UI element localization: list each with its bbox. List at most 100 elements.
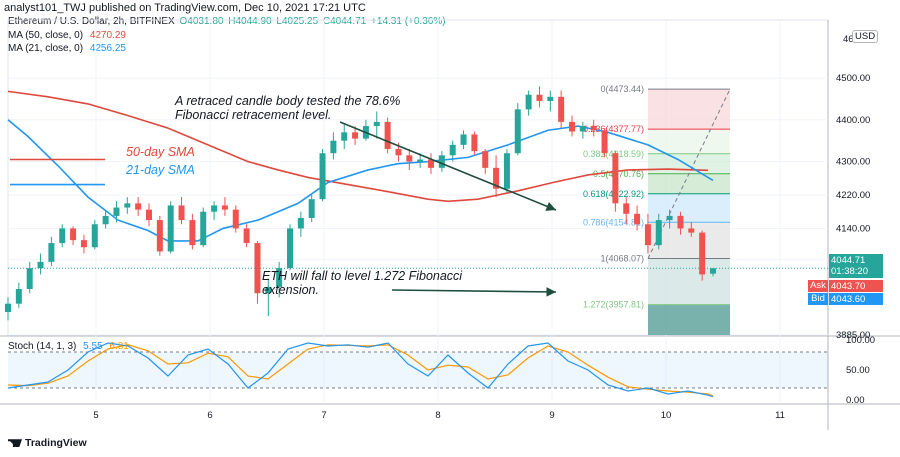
bid-label: Bid (808, 293, 828, 305)
stoch-label: Stoch (14, 1, 3) (8, 341, 77, 352)
candle-body (395, 149, 402, 156)
candle-body (417, 159, 424, 162)
ma50-legend[interactable]: MA (50, close, 0) 4270.29 (8, 30, 126, 41)
y-tick-label: 3885.00 (836, 330, 870, 341)
fib-zone (648, 173, 730, 194)
candle-body (265, 286, 272, 294)
ohlc-high: H4044.90 (228, 16, 272, 27)
ma21-label: MA (21, close, 0) (8, 43, 84, 54)
y-tick-label: 4220.00 (836, 190, 870, 201)
candle-body (135, 203, 142, 210)
candle-body (276, 268, 283, 287)
fib-level-label: 0.236(4377.77) (583, 124, 644, 134)
candle-body (514, 109, 521, 154)
candle-body (254, 243, 261, 294)
symbol-legend: Ethereum / U.S. Dollar, 2h, BITFINEX O40… (8, 16, 446, 27)
candle-body (91, 224, 98, 248)
candle-body (330, 140, 337, 154)
candle-body (26, 268, 33, 290)
candle-body (493, 167, 500, 189)
candle-body (319, 153, 326, 200)
candle-body (699, 232, 706, 275)
candle-body (482, 151, 489, 168)
candle-body (5, 303, 11, 313)
candle-body (644, 224, 651, 246)
candle-body (579, 126, 586, 132)
candle-body (384, 121, 391, 150)
candle-body (428, 159, 434, 168)
fib-zone-extension (648, 304, 730, 335)
candle-body (655, 220, 662, 246)
bar-countdown: 01:38:20 (831, 266, 868, 277)
candle-body (146, 209, 152, 221)
symbol-name: Ethereum / U.S. Dollar, 2h, BITFINEX (8, 16, 175, 27)
y-tick-label: 4140.00 (836, 223, 870, 234)
candle-body (287, 228, 293, 269)
candle-body (547, 96, 554, 101)
ma50-label: MA (50, close, 0) (8, 30, 84, 41)
publisher-header: analyst101_TWJ published on TradingView.… (4, 2, 366, 14)
annotation-extension: ETH will fall to level 1.272 Fibonacci e… (262, 269, 462, 297)
candle-body (221, 205, 228, 210)
y-tick-label: 4300.00 (836, 157, 870, 168)
candle-body (243, 228, 250, 244)
ma21-legend[interactable]: MA (21, close, 0) 4256.25 (8, 43, 126, 54)
candle-body (178, 205, 185, 221)
annotation-retracement: A retraced candle body tested the 78.6% … (175, 94, 400, 122)
stoch-tick-label: 100.00 (846, 335, 875, 346)
label-21-day-sma: 21-day SMA (126, 163, 195, 177)
label-50-day-sma: 50-day SMA (126, 145, 195, 159)
candle-body (373, 121, 380, 127)
ohlc-change: +14.31 (+0.36%) (371, 16, 446, 27)
stoch-legend[interactable]: Stoch (14, 1, 3) 5.55 6.81 (8, 341, 129, 352)
candle-body (70, 228, 77, 241)
candle-body (623, 203, 630, 214)
candle-body (503, 153, 510, 189)
x-tick-label: 9 (549, 410, 554, 421)
candle-body (37, 261, 44, 269)
candle-body (406, 155, 413, 162)
candle-body (558, 96, 565, 122)
candle-body (102, 215, 109, 225)
bid-price-tag: 4043.60 (829, 293, 883, 305)
candle-body (710, 268, 716, 274)
tradingview-logo-icon (8, 439, 22, 448)
candle-body (688, 228, 695, 233)
annotation-retracement-line1: A retraced candle body tested the 78.6% (175, 94, 401, 108)
candle-body (341, 132, 348, 141)
stoch-tick-label: 50.00 (846, 365, 870, 376)
tradingview-logo-text: TradingView (25, 437, 87, 449)
stoch-k-line (7, 342, 714, 398)
tradingview-logo[interactable]: TradingView (8, 437, 87, 449)
candle-body (569, 121, 575, 132)
candle-body (48, 243, 55, 262)
candle-body (352, 132, 359, 139)
stoch-d-line (7, 344, 714, 397)
ohlc-close: C4044.71 (322, 16, 367, 27)
stoch-k-value: 5.55 (83, 341, 103, 352)
x-tick-label: 6 (207, 410, 212, 421)
candle-body (612, 153, 619, 204)
candle-body (634, 213, 641, 225)
fib-level-label: 0.5(4270.76) (593, 169, 644, 179)
candle-body (59, 228, 66, 244)
candle-body (471, 134, 478, 152)
fib-zone (648, 258, 730, 305)
currency-badge[interactable]: USD (852, 30, 879, 43)
candle-body (211, 205, 218, 212)
x-tick-label: 5 (93, 410, 98, 421)
candle-body (590, 126, 597, 131)
ask-price-tag: 4043.70 (829, 280, 883, 292)
fib-zone (648, 89, 730, 130)
x-tick-label: 7 (321, 410, 326, 421)
candle-body (232, 209, 239, 229)
ma21-value: 4256.25 (89, 43, 126, 54)
fib-zone (648, 129, 730, 154)
retracement-arrow (339, 121, 557, 211)
last-price-value: 4044.71 (831, 255, 866, 266)
ma21-line (7, 119, 714, 242)
candle-body (308, 199, 315, 218)
fib-level-label: 0.786(4154.81) (583, 217, 644, 227)
stoch-tick-label: 0.00 (846, 395, 865, 406)
